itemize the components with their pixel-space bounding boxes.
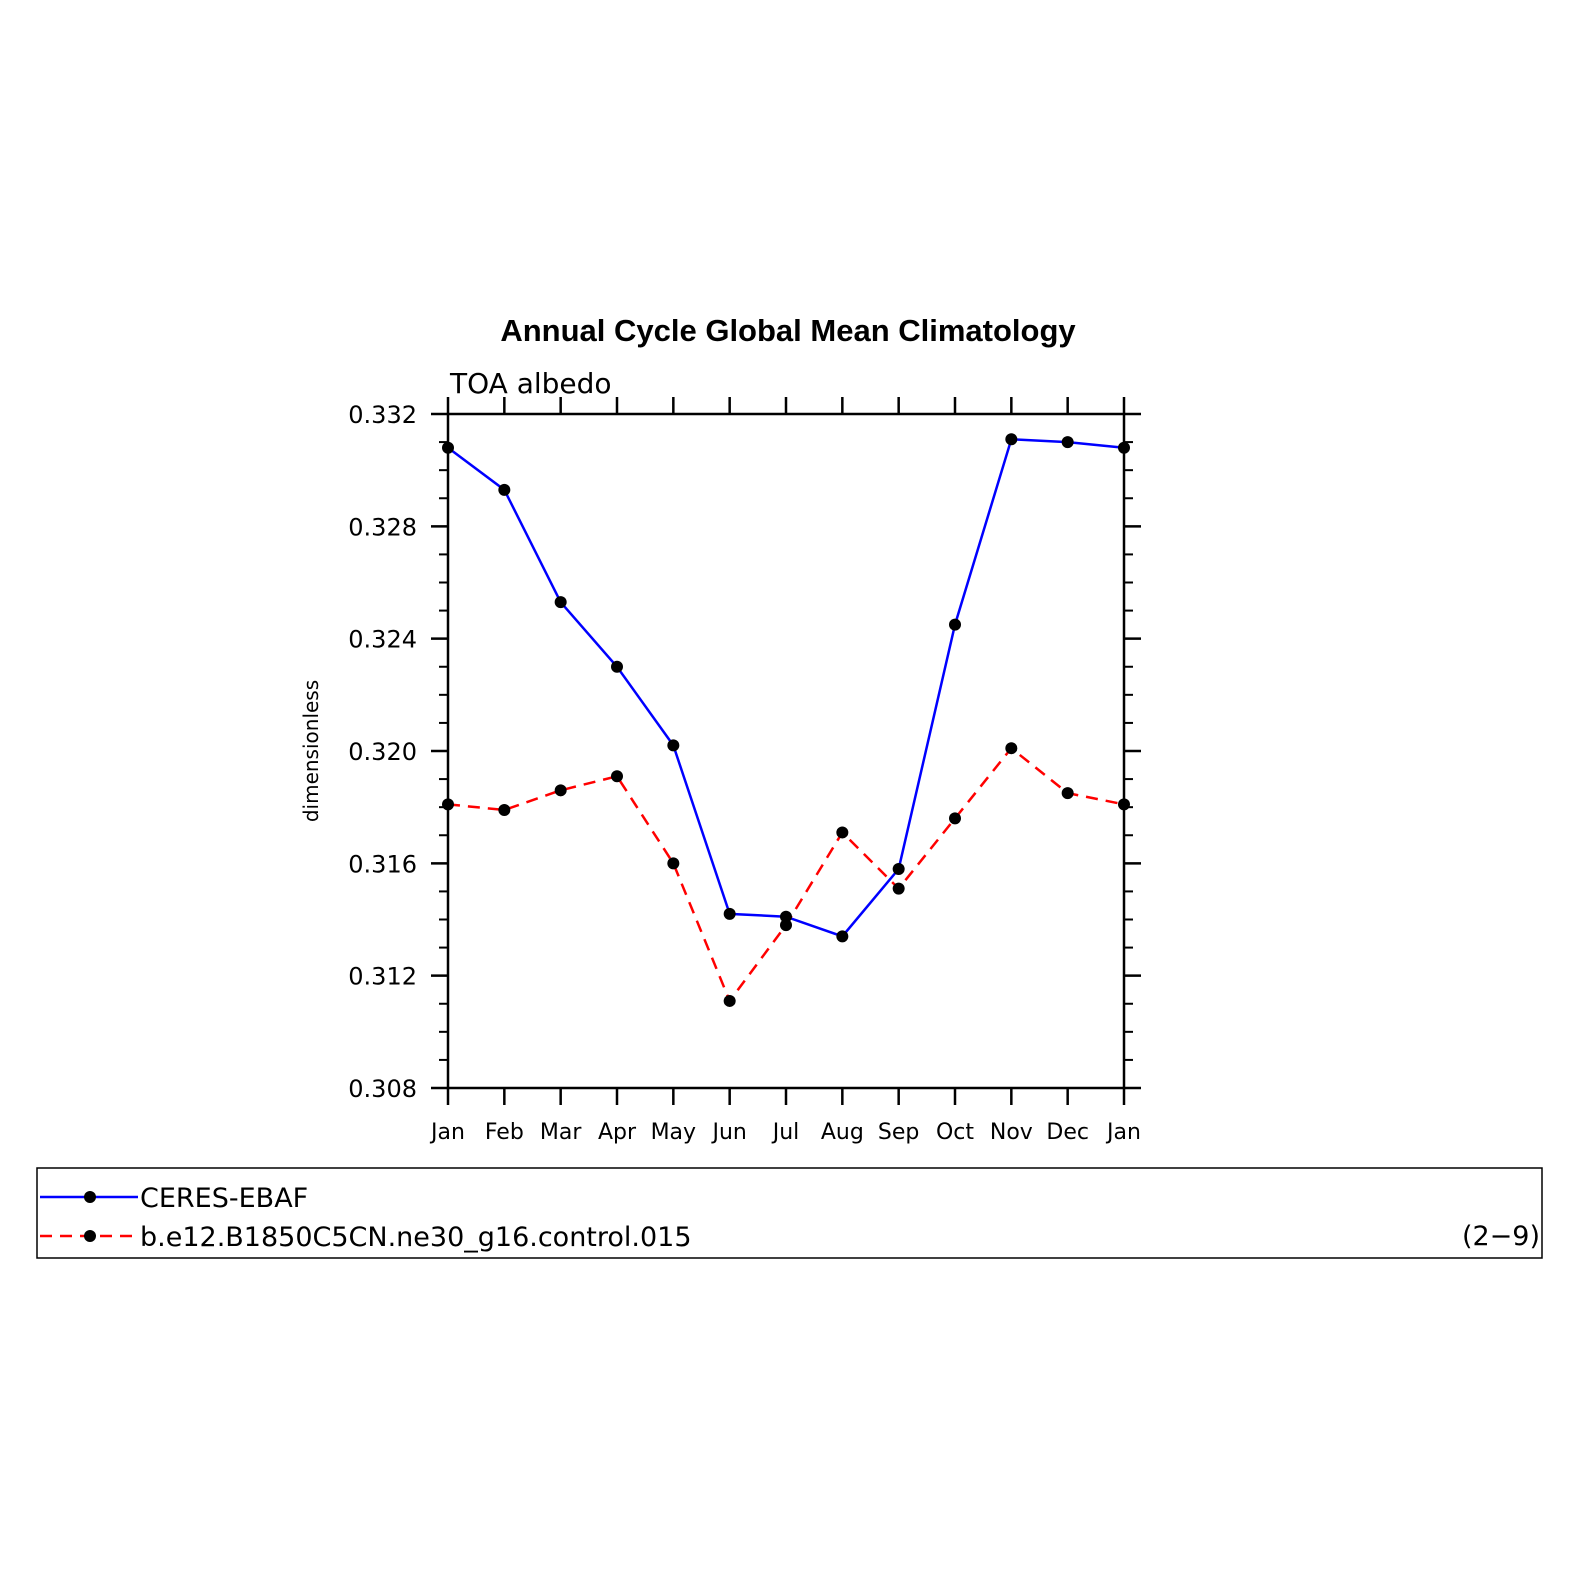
x-tick-label: Sep bbox=[878, 1120, 919, 1145]
y-tick-label: 0.332 bbox=[348, 401, 417, 429]
series-1-point bbox=[892, 882, 905, 895]
x-tick-label: Mar bbox=[540, 1120, 582, 1145]
series-0-point bbox=[554, 596, 567, 609]
chart-subtitle: TOA albedo bbox=[449, 367, 612, 400]
series-1-point bbox=[723, 994, 736, 1007]
series-0-point bbox=[1061, 436, 1074, 449]
series-line-1 bbox=[447, 746, 1125, 1004]
x-tick-label: May bbox=[651, 1120, 696, 1145]
series-line-0 bbox=[447, 437, 1125, 938]
legend-label-0: CERES-EBAF bbox=[140, 1183, 308, 1214]
series-0-point bbox=[1005, 433, 1018, 446]
series-0-point bbox=[442, 441, 454, 454]
legend-box bbox=[36, 1167, 1543, 1259]
series-0-point bbox=[611, 660, 623, 673]
series-0-point bbox=[667, 739, 680, 752]
series-1-point bbox=[554, 784, 567, 797]
series-1-point bbox=[949, 812, 961, 825]
legend-note: (2−9) bbox=[1462, 1221, 1540, 1252]
series-0-point bbox=[892, 862, 905, 875]
series-0-point bbox=[1118, 441, 1130, 454]
series-0-point bbox=[836, 930, 849, 943]
legend-label-1: b.e12.B1850C5CN.ne30_g16.control.015 bbox=[140, 1222, 692, 1253]
legend: CERES-EBAF b.e12.B1850C5CN.ne30_g16.contr… bbox=[40, 1183, 692, 1253]
series-1-point bbox=[611, 770, 623, 783]
x-tick-label: Aug bbox=[821, 1120, 864, 1145]
x-tick-label: Nov bbox=[990, 1120, 1033, 1145]
series-0-point bbox=[780, 910, 792, 923]
y-tick-label: 0.328 bbox=[348, 513, 417, 541]
chart-title: Annual Cycle Global Mean Climatology bbox=[500, 313, 1076, 348]
x-tick-label: Jan bbox=[429, 1120, 465, 1145]
series-1-point bbox=[1118, 798, 1130, 811]
legend-marker-1 bbox=[84, 1230, 96, 1242]
series-1-point bbox=[836, 826, 849, 839]
y-tick-label: 0.324 bbox=[348, 626, 417, 654]
x-tick-label: Apr bbox=[598, 1120, 637, 1145]
y-axis-label: dimensionless bbox=[299, 680, 323, 822]
x-tick-label: Jun bbox=[710, 1120, 746, 1145]
series-1-point bbox=[780, 919, 792, 932]
series-0-point bbox=[723, 907, 736, 920]
series-layer bbox=[442, 433, 1130, 1007]
series-0-point bbox=[498, 483, 511, 496]
x-tick-label: Dec bbox=[1046, 1120, 1089, 1145]
y-tick-label: 0.308 bbox=[348, 1075, 417, 1103]
series-1-point bbox=[498, 803, 511, 816]
axes: 0.308 0.312 0.316 0.320 0.324 0.328 0.332 Jan Fe… bbox=[348, 397, 1141, 1145]
series-1-point bbox=[1005, 742, 1018, 755]
series-1-point bbox=[1061, 787, 1074, 800]
series-0-point bbox=[949, 618, 961, 631]
y-tick-label: 0.316 bbox=[348, 850, 417, 878]
series-1-point bbox=[667, 857, 680, 870]
x-tick-label: Oct bbox=[936, 1120, 974, 1145]
x-tick-label: Jul bbox=[771, 1120, 800, 1145]
x-tick-label: Feb bbox=[485, 1120, 524, 1145]
plot-frame bbox=[446, 412, 1126, 1090]
series-1-point bbox=[442, 798, 454, 811]
legend-marker-0 bbox=[84, 1191, 96, 1203]
y-tick-label: 0.312 bbox=[348, 963, 417, 991]
y-tick-label: 0.320 bbox=[348, 738, 417, 766]
x-tick-label: Jan bbox=[1105, 1120, 1141, 1145]
